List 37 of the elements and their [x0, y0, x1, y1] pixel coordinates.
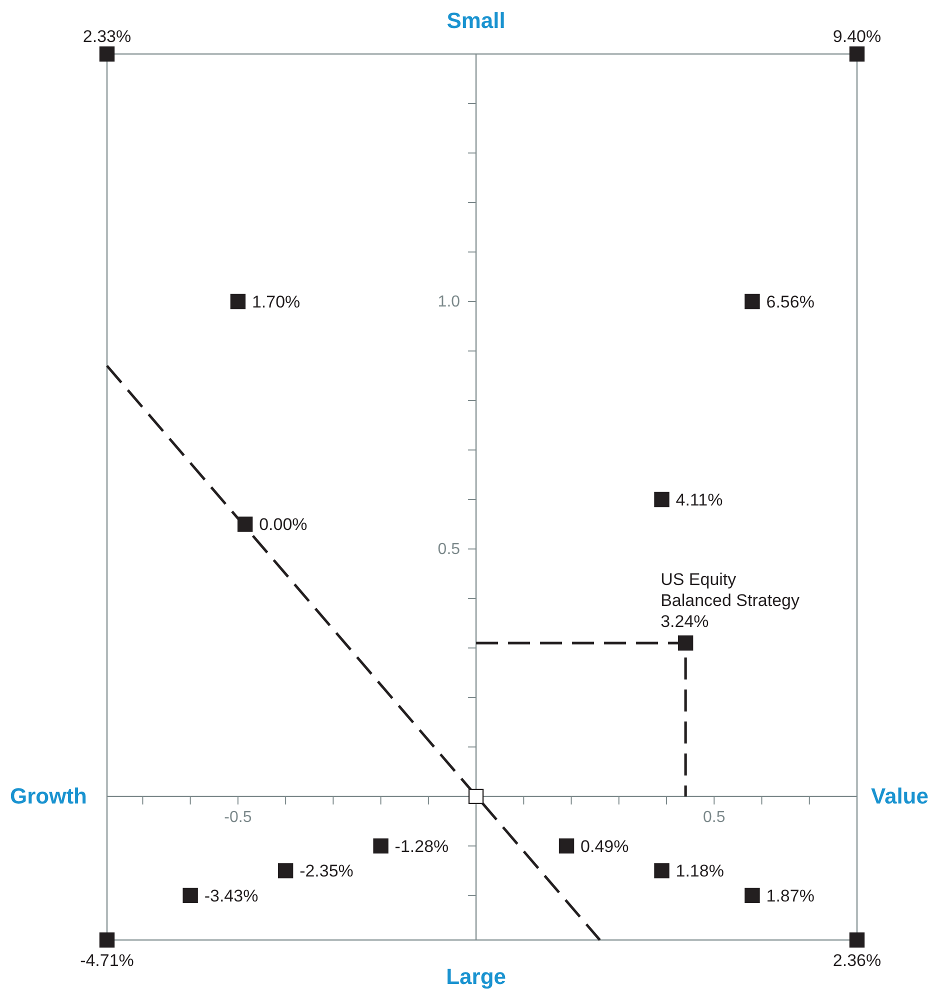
annotation: -3.43%	[204, 886, 258, 906]
point	[654, 492, 670, 508]
point	[99, 46, 115, 62]
annotation: 2.36%	[832, 951, 882, 970]
annotation: 0.00%	[259, 515, 308, 534]
x-tick-label: -0.5	[224, 808, 252, 826]
point	[654, 863, 670, 878]
text: Large	[446, 964, 506, 989]
y-tick-label: 1.0	[438, 294, 460, 311]
annotation: -1.28%	[394, 836, 449, 856]
annotation: 2.33%	[82, 27, 132, 46]
text: Small	[446, 8, 506, 33]
point	[849, 932, 865, 948]
annotation: 1.18%	[676, 862, 724, 881]
point	[99, 932, 115, 948]
point	[237, 516, 253, 532]
annotation: -4.71%	[80, 951, 134, 970]
text: Value	[871, 783, 928, 808]
point	[678, 635, 694, 651]
point	[849, 46, 865, 62]
annotation: 6.56%	[766, 292, 814, 312]
point	[468, 788, 484, 804]
point	[278, 863, 294, 878]
point	[373, 838, 388, 854]
point	[182, 888, 198, 904]
annotation: 4.11%	[676, 490, 723, 510]
annotation: US Equity Balanced Strategy 3.24%	[660, 570, 800, 632]
annotation: 1.87%	[766, 886, 814, 906]
annotation: 0.49%	[580, 836, 629, 856]
point	[744, 294, 760, 310]
point	[558, 838, 574, 854]
point	[744, 888, 760, 904]
annotation: 9.40%	[832, 27, 882, 46]
annotation: 1.70%	[252, 292, 300, 312]
text: Growth	[10, 783, 87, 808]
point	[230, 294, 246, 310]
annotation: -2.35%	[300, 862, 354, 881]
